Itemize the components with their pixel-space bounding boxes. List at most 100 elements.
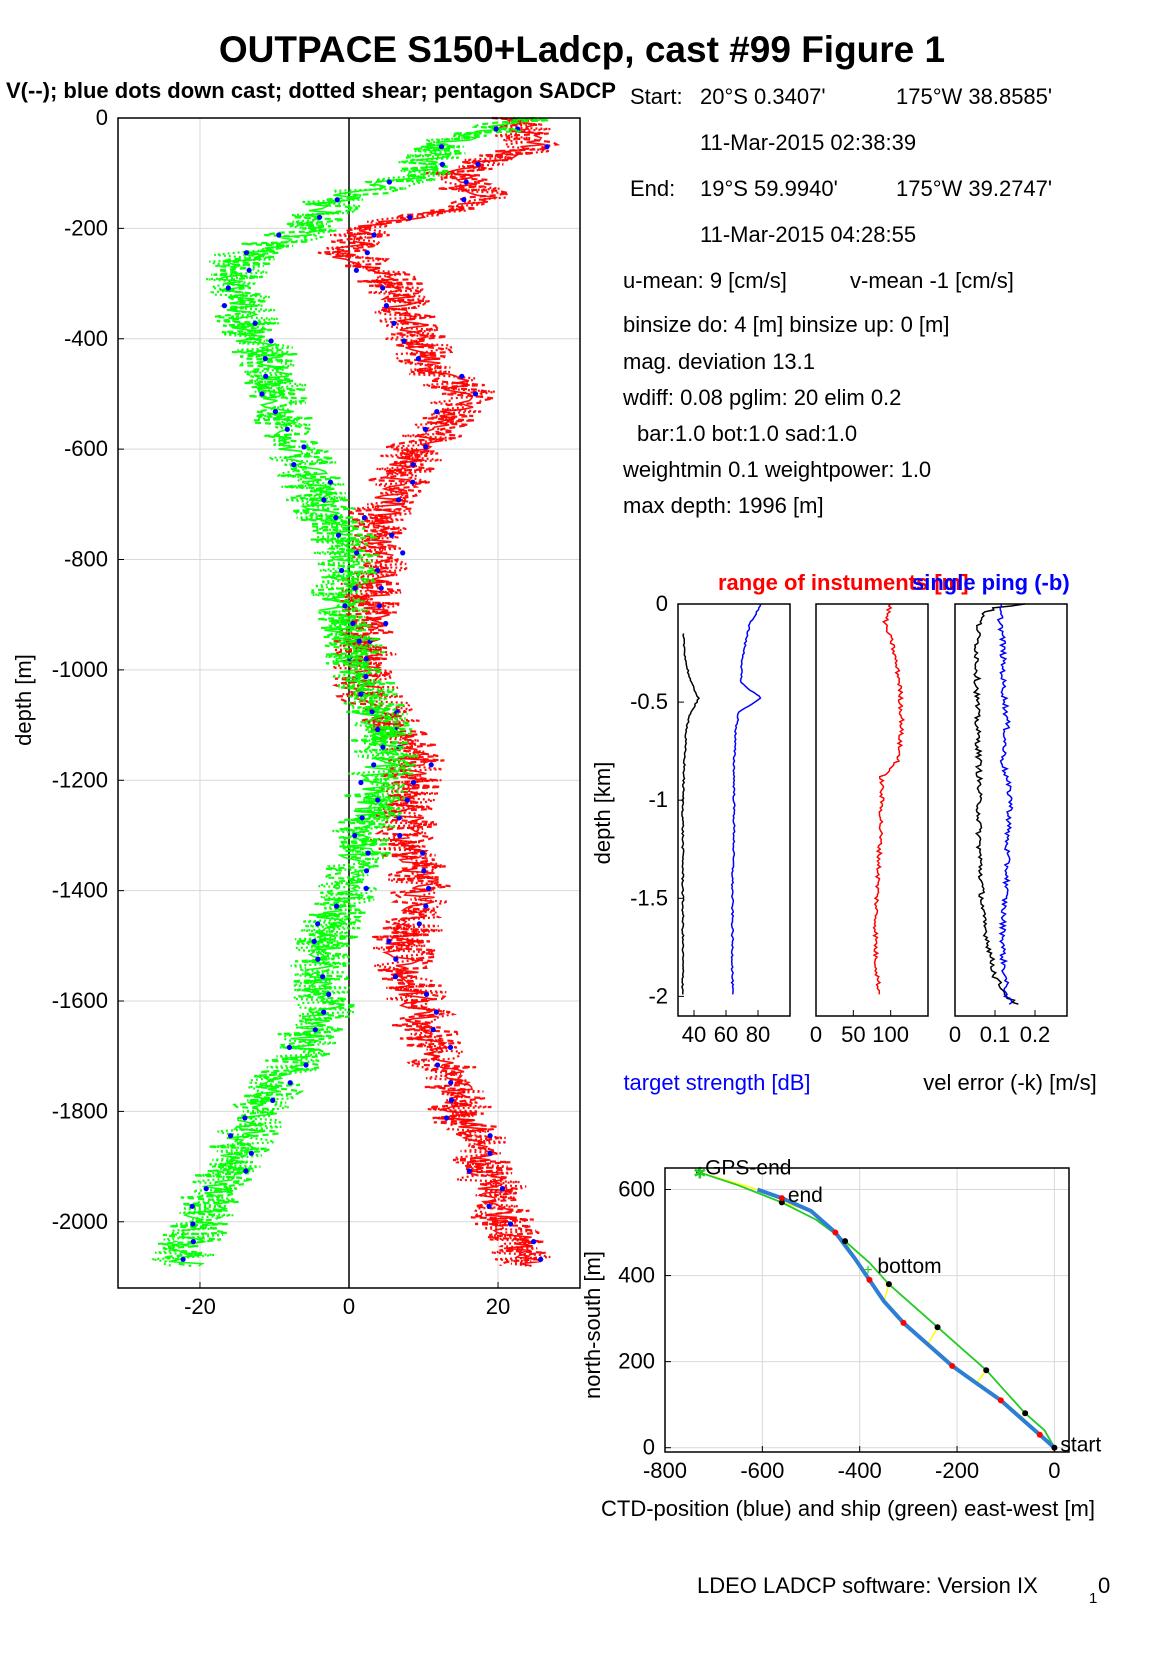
ctd-marker [949, 1362, 956, 1369]
start-lat: 20°S 0.3407' [700, 84, 826, 109]
downcast-dot [531, 1239, 537, 1245]
downcast-dot [410, 779, 416, 786]
downcast-dot [369, 709, 375, 715]
downcast-dot [448, 1097, 454, 1103]
downcast-dot [433, 1009, 439, 1015]
downcast-dot [375, 797, 381, 803]
position-ylabel: north-south [m] [580, 1251, 605, 1399]
y-tick-label: -400 [64, 326, 108, 351]
x-tick-label: -200 [935, 1458, 979, 1483]
max-depth: max depth: 1996 [m] [623, 493, 824, 518]
plot-frame [677, 603, 791, 1017]
downcast-dot [538, 1256, 544, 1262]
downcast-dot [386, 938, 392, 945]
downcast-dot [380, 285, 386, 291]
downcast-dot [486, 1203, 492, 1209]
downcast-dot [363, 656, 369, 662]
downcast-dot [404, 797, 410, 803]
downcast-dot [386, 179, 392, 185]
downcast-dot [448, 1080, 454, 1086]
downcast-dot [378, 585, 384, 591]
position-label: bottom [877, 1255, 941, 1278]
downcast-dot [400, 550, 406, 556]
downcast-dot [243, 1168, 249, 1174]
small-panel-title-blue: single ping (-b) [912, 570, 1070, 595]
downcast-dot [438, 144, 445, 150]
downcast-dot [410, 462, 416, 468]
start-label: Start: [630, 84, 683, 109]
ship-marker [778, 1199, 785, 1206]
downcast-dot [401, 338, 407, 344]
downcast-dot [339, 567, 345, 574]
downcast-dot [375, 726, 381, 733]
u-velocity-line [317, 116, 561, 1266]
downcast-dot [499, 1186, 505, 1192]
downcast-dot [493, 126, 499, 132]
position-label: start [1060, 1434, 1101, 1457]
downcast-dot [428, 762, 434, 768]
velocity-error-chart: 0 0.1 0.2 [949, 603, 1068, 1047]
black-profile [681, 633, 701, 995]
downcast-dot [466, 1168, 472, 1174]
downcast-dot [422, 426, 428, 432]
downcast-dot [252, 320, 258, 326]
x-tick-label: 60 [714, 1022, 738, 1047]
software-footer: LDEO LADCP software: Version IX 1 0 [697, 1573, 1110, 1607]
footer-tail: 0 [1098, 1573, 1110, 1598]
start-lon: 175°W 38.8585' [896, 84, 1052, 109]
downcast-dot [287, 1080, 293, 1086]
downcast-dot [228, 1133, 234, 1139]
downcast-dot [225, 285, 231, 291]
downcast-dot [447, 1044, 454, 1050]
target-strength-chart: 40 60 80 0 -0.5 -1 -1.5 -2 [630, 591, 791, 1047]
downcast-dot [284, 426, 290, 432]
footer-subscript: 1 [1089, 1590, 1097, 1607]
x-tick-label: -600 [740, 1458, 784, 1483]
x-tick-label: 0 [1048, 1458, 1060, 1483]
downcast-dot [416, 921, 422, 927]
plot-frame [815, 603, 929, 1017]
x-tick-label: 0 [949, 1022, 961, 1047]
x-tick-label: 0.1 [980, 1022, 1011, 1047]
y-tick-label: -1400 [52, 878, 108, 903]
wdiff: wdiff: 0.08 pglim: 20 elim 0.2 [622, 385, 901, 410]
downcast-dot [434, 409, 440, 415]
downcast-dot [363, 885, 369, 892]
downcast-dot [383, 303, 389, 309]
ctd-marker [900, 1319, 907, 1326]
downcast-dot [352, 832, 358, 839]
downcast-dot [487, 1133, 493, 1139]
end-lat: 19°S 59.9940' [700, 176, 838, 201]
footer-text: LDEO LADCP software: Version IX [697, 1573, 1038, 1598]
downcast-dot [312, 1027, 318, 1033]
downcast-dot [397, 832, 403, 839]
y-tick-label: 200 [618, 1349, 655, 1374]
downcast-dot [354, 550, 360, 556]
downcast-dot [423, 903, 429, 909]
downcast-dot [321, 1009, 327, 1015]
downcast-dot [350, 620, 356, 627]
downcast-dot [335, 532, 342, 538]
downcast-dot [352, 585, 358, 591]
y-tick-label: -2000 [52, 1209, 108, 1234]
downcast-dot [272, 409, 278, 415]
downcast-dot [353, 267, 359, 273]
downcast-dot [463, 179, 469, 185]
y-tick-label: 600 [618, 1177, 655, 1202]
plot-frame [664, 1167, 1070, 1453]
downcast-dot [311, 938, 317, 945]
position-label: end [788, 1184, 823, 1207]
downcast-dot [363, 868, 370, 874]
y-tick-label: -600 [64, 436, 108, 461]
downcast-dot [358, 779, 364, 786]
downcast-dot [262, 356, 268, 362]
downcast-dot [415, 356, 421, 362]
downcast-dot [434, 1062, 441, 1068]
ship-marker [1022, 1410, 1029, 1417]
downcast-dot [544, 144, 550, 150]
y-tick-label: -0.5 [630, 689, 668, 714]
downcast-dot [334, 197, 340, 203]
gps-end-marker: ✱ [693, 1165, 706, 1182]
y-tick-label: -200 [64, 215, 108, 240]
